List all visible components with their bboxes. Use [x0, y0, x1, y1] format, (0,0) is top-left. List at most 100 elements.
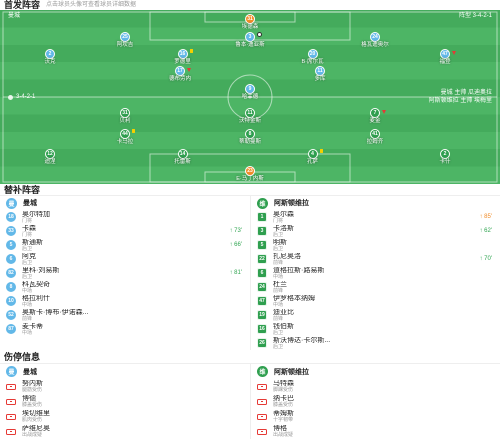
- player-away[interactable]: 12 迪涅: [20, 149, 80, 166]
- sub-player-row[interactable]: 6 阿克 后卫: [0, 252, 250, 266]
- sub-player-row[interactable]: 8 科瓦契奇 中场: [0, 280, 250, 294]
- jersey-icon: 31: [245, 14, 255, 24]
- sub-player-row[interactable]: 6 道格拉斯·路易斯 中场: [251, 266, 500, 280]
- player-name: 福登: [439, 59, 451, 65]
- team-logo: 维: [257, 366, 268, 377]
- injury-row[interactable]: 萨维尼奥 出战成疑: [0, 424, 250, 439]
- sub-player-row[interactable]: 5 斯通斯 后卫 ↑ 66': [0, 238, 250, 252]
- number-badge: 18: [6, 212, 16, 222]
- player-name: 杜兰: [273, 280, 287, 288]
- player-name: 马特森: [273, 380, 294, 387]
- sub-player-row[interactable]: 82 里科·刘易斯 后卫 ↑ 81': [0, 266, 250, 280]
- player-info: 里科·刘易斯 后卫: [22, 267, 59, 280]
- subs-title: 替补阵容: [0, 184, 500, 196]
- player-away[interactable]: 23 E·马丁内斯: [220, 166, 280, 183]
- injury-row[interactable]: 努内斯 腿筋受伤: [0, 379, 250, 394]
- injury-row[interactable]: 博德 膝盖受伤: [0, 394, 250, 409]
- player-name: 明斯: [273, 238, 287, 246]
- number-badge: 87: [6, 324, 16, 334]
- player-home[interactable]: 31 埃德森: [220, 14, 280, 31]
- player-position: 后卫: [22, 259, 33, 266]
- player-name: B·席尔瓦: [301, 59, 324, 65]
- player-info: 奥斯卡·博布·伊诺森... 前锋: [22, 309, 89, 322]
- sub-player-row[interactable]: 52 奥斯卡·博布·伊诺森... 前锋: [0, 308, 250, 322]
- player-position: 中场: [22, 287, 33, 294]
- away-injury-list: 维阿斯顿维拉 马特森 脚踝受伤 纳卡巴 膝盖受伤 蒂姆斯 十字韧带 博格 出战成疑: [250, 364, 500, 439]
- player-home[interactable]: 9 哈兰德: [220, 84, 280, 101]
- player-away[interactable]: 44 卡马拉: [95, 129, 155, 146]
- player-info: 阿克 后卫: [22, 253, 36, 266]
- sub-player-row[interactable]: 3 卡洛斯 后卫 ↑ 62': [251, 224, 500, 238]
- player-name: 里科·刘易斯: [22, 266, 60, 274]
- player-info: 麦卡蒂 中场: [22, 323, 43, 336]
- injury-row[interactable]: 纳卡巴 膝盖受伤: [251, 394, 500, 409]
- injury-icon: [257, 383, 267, 390]
- injury-row[interactable]: 蒂姆斯 十字韧带: [251, 409, 500, 424]
- player-info: 萨维尼奥 出战成疑: [22, 425, 50, 438]
- player-home[interactable]: 47 福登: [415, 49, 475, 66]
- player-away[interactable]: 11 沃特金斯: [220, 108, 280, 125]
- player-name: 萨维尼奥: [22, 425, 50, 432]
- sub-player-row[interactable]: 19 迪亚比 前锋: [251, 308, 500, 322]
- sub-in-time: ↑ 62': [479, 228, 493, 234]
- injury-section: 曼曼城 努内斯 腿筋受伤 博德 膝盖受伤 埃切维里 肌肉受伤 萨维尼奥 出战成疑 维阿斯顿维拉马…: [0, 364, 500, 439]
- subs-section: 曼曼城 18 奥尔特加 门将 33 卡森 门将 ↑ 73' 5 斯通斯 后卫 ↑ 66' 6 阿克 后卫 82…: [0, 196, 500, 350]
- sub-player-row[interactable]: 47 伊罗格本纳姆 中场: [251, 294, 500, 308]
- sub-player-row[interactable]: 87 麦卡蒂 中场: [0, 322, 250, 336]
- player-name: 德布劳内: [168, 76, 191, 82]
- away-coach-label: 阿斯顿维拉 主帅 埃梅里: [428, 98, 492, 104]
- jersey-icon: 3: [257, 226, 267, 236]
- sub-player-row[interactable]: 24 杜兰 前锋: [251, 280, 500, 294]
- player-away[interactable]: 31 贝利: [95, 108, 155, 125]
- injury-row[interactable]: 博格 出战成疑: [251, 424, 500, 439]
- player-position: 门将: [273, 217, 284, 224]
- player-name: 迪涅: [44, 159, 56, 165]
- player-name: 卡洛斯: [273, 224, 294, 232]
- player-away[interactable]: 2 卡什: [415, 149, 475, 166]
- player-info: 格拉利什 中场: [22, 295, 50, 308]
- player-home[interactable]: 24 格瓦迪奥尔: [345, 32, 405, 49]
- player-away[interactable]: 7 麦金: [345, 108, 405, 125]
- jersey-number: 16: [179, 50, 186, 57]
- injury-team-header: 维阿斯顿维拉: [251, 364, 500, 379]
- jersey-icon: 31: [120, 108, 130, 118]
- team-logo: 维: [257, 197, 268, 209]
- sub-player-row[interactable]: 33 卡森 门将 ↑ 73': [0, 224, 250, 238]
- player-away[interactable]: 4 孔萨: [283, 149, 343, 166]
- injury-icon: [257, 398, 267, 405]
- page-title: 首发阵容: [4, 0, 41, 10]
- jersey-number: 47: [442, 50, 448, 57]
- player-home[interactable]: 25 阿坎吉: [95, 32, 155, 49]
- injury-status: 十字韧带: [273, 417, 294, 423]
- formation-indicator: 3-4-2-1: [8, 94, 35, 101]
- sub-player-row[interactable]: 10 格拉利什 中场: [0, 294, 250, 308]
- sub-player-row[interactable]: 22 扎尼奥洛 前锋 ↑ 70': [251, 252, 500, 266]
- player-home[interactable]: 2 沃克: [20, 49, 80, 66]
- player-name: 努内斯: [22, 380, 43, 387]
- player-home[interactable]: 3 鲁本·迪亚斯: [220, 32, 280, 49]
- yellow-card-icon: [132, 129, 135, 133]
- player-position: 后卫: [273, 343, 284, 350]
- player-info: 斯沃博达·卡尔斯... 后卫: [273, 337, 330, 350]
- sub-player-row[interactable]: 1 奥尔森 门将 ↑ 85': [251, 210, 500, 224]
- sub-player-row[interactable]: 16 钱伯斯 后卫: [251, 322, 500, 336]
- sub-player-row[interactable]: 5 明斯 后卫: [251, 238, 500, 252]
- player-away[interactable]: 8 蒂勒曼斯: [220, 129, 280, 146]
- player-home[interactable]: 17 德布劳内: [150, 66, 210, 83]
- player-home[interactable]: 20 B·席尔瓦: [283, 49, 343, 66]
- player-name: E·马丁内斯: [236, 176, 264, 182]
- team-logo: 曼: [6, 366, 17, 377]
- jersey-icon: 11: [245, 108, 255, 118]
- injury-row[interactable]: 马特森 脚踝受伤: [251, 379, 500, 394]
- player-info: 科瓦契奇 中场: [22, 281, 50, 294]
- jersey-icon: 19: [257, 310, 267, 320]
- player-away[interactable]: 14 托雷斯: [153, 149, 213, 166]
- jersey-icon: 47: [440, 49, 450, 59]
- sub-player-row[interactable]: 18 奥尔特加 门将: [0, 210, 250, 224]
- player-away[interactable]: 41 拉姆齐: [345, 129, 405, 146]
- jersey-number: 2: [443, 150, 447, 157]
- injury-row[interactable]: 埃切维里 肌肉受伤: [0, 409, 250, 424]
- sub-player-row[interactable]: 26 斯沃博达·卡尔斯... 后卫: [251, 336, 500, 350]
- player-home[interactable]: 16 罗德里: [153, 49, 213, 66]
- player-home[interactable]: 11 多库: [290, 66, 350, 83]
